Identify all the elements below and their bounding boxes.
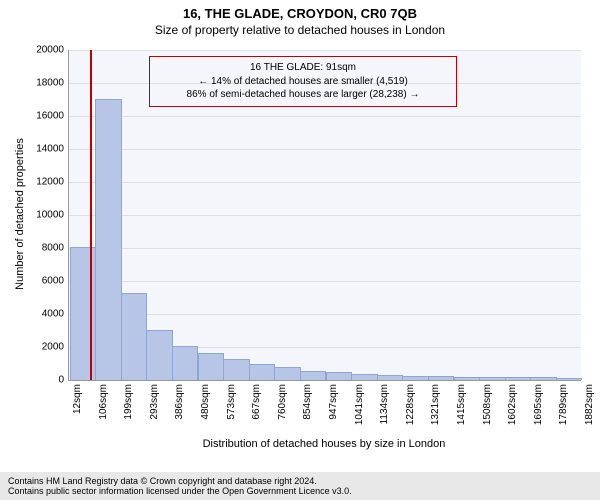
chart-title: 16, THE GLADE, CROYDON, CR0 7QB [0, 0, 600, 21]
footer: Contains HM Land Registry data © Crown c… [0, 472, 600, 500]
x-tick-label: 1228sqm [405, 384, 416, 444]
y-tick-label: 8000 [24, 243, 64, 254]
footer-licence: Contains public sector information licen… [8, 486, 592, 496]
x-tick-label: 1041sqm [354, 384, 365, 444]
histogram-bar [172, 346, 198, 380]
x-tick-label: 573sqm [226, 384, 237, 444]
histogram-bar [198, 353, 224, 380]
x-tick-label: 386sqm [174, 384, 185, 444]
gridline [69, 248, 581, 249]
x-tick-label: 1508sqm [482, 384, 493, 444]
histogram-bar [428, 376, 454, 380]
x-tick-label: 480sqm [200, 384, 211, 444]
callout-line-1: 16 THE GLADE: 91sqm [158, 61, 448, 75]
histogram-bar [556, 378, 582, 380]
x-tick-label: 1695sqm [533, 384, 544, 444]
x-tick-label: 293sqm [149, 384, 160, 444]
y-tick-label: 18000 [24, 78, 64, 89]
callout-line-2: ← 14% of detached houses are smaller (4,… [158, 75, 448, 89]
callout-line-3: 86% of semi-detached houses are larger (… [158, 88, 448, 102]
histogram-bar [223, 359, 249, 380]
x-tick-label: 1321sqm [430, 384, 441, 444]
histogram-bar [274, 367, 300, 380]
histogram-bar [70, 247, 96, 380]
histogram-bar [530, 377, 556, 380]
histogram-bar [505, 377, 531, 380]
histogram-bar [95, 99, 121, 381]
gridline [69, 50, 581, 51]
x-tick-label: 1134sqm [379, 384, 390, 444]
histogram-bar [351, 374, 377, 380]
chart-subtitle: Size of property relative to detached ho… [0, 21, 600, 37]
y-tick-label: 10000 [24, 210, 64, 221]
histogram-bar [300, 371, 326, 380]
x-tick-label: 854sqm [302, 384, 313, 444]
gridline [69, 149, 581, 150]
x-tick-label: 199sqm [123, 384, 134, 444]
y-tick-label: 16000 [24, 111, 64, 122]
plot-area: 16 THE GLADE: 91sqm ← 14% of detached ho… [68, 50, 581, 381]
y-tick-label: 14000 [24, 144, 64, 155]
property-marker-line [90, 50, 92, 380]
property-callout: 16 THE GLADE: 91sqm ← 14% of detached ho… [149, 56, 457, 107]
x-tick-label: 1415sqm [456, 384, 467, 444]
histogram-bar [326, 372, 352, 380]
gridline [69, 281, 581, 282]
x-axis-label: Distribution of detached houses by size … [68, 438, 580, 450]
y-tick-label: 20000 [24, 45, 64, 56]
x-tick-label: 106sqm [98, 384, 109, 444]
y-tick-label: 12000 [24, 177, 64, 188]
y-tick-label: 2000 [24, 342, 64, 353]
histogram-bar [121, 293, 147, 380]
footer-copyright: Contains HM Land Registry data © Crown c… [8, 476, 592, 486]
x-tick-label: 947sqm [328, 384, 339, 444]
gridline [69, 182, 581, 183]
x-tick-label: 1882sqm [584, 384, 595, 444]
histogram-bar [454, 377, 480, 380]
x-tick-label: 667sqm [251, 384, 262, 444]
chart-container: 16, THE GLADE, CROYDON, CR0 7QB Size of … [0, 0, 600, 500]
x-tick-label: 12sqm [72, 384, 83, 444]
x-tick-label: 1789sqm [558, 384, 569, 444]
y-tick-label: 0 [24, 375, 64, 386]
gridline [69, 215, 581, 216]
x-tick-label: 760sqm [277, 384, 288, 444]
histogram-bar [146, 330, 172, 381]
y-tick-label: 4000 [24, 309, 64, 320]
y-tick-label: 6000 [24, 276, 64, 287]
histogram-bar [402, 376, 428, 380]
gridline [69, 116, 581, 117]
histogram-bar [377, 375, 403, 380]
histogram-bar [479, 377, 505, 380]
x-tick-label: 1602sqm [507, 384, 518, 444]
histogram-bar [249, 364, 275, 380]
